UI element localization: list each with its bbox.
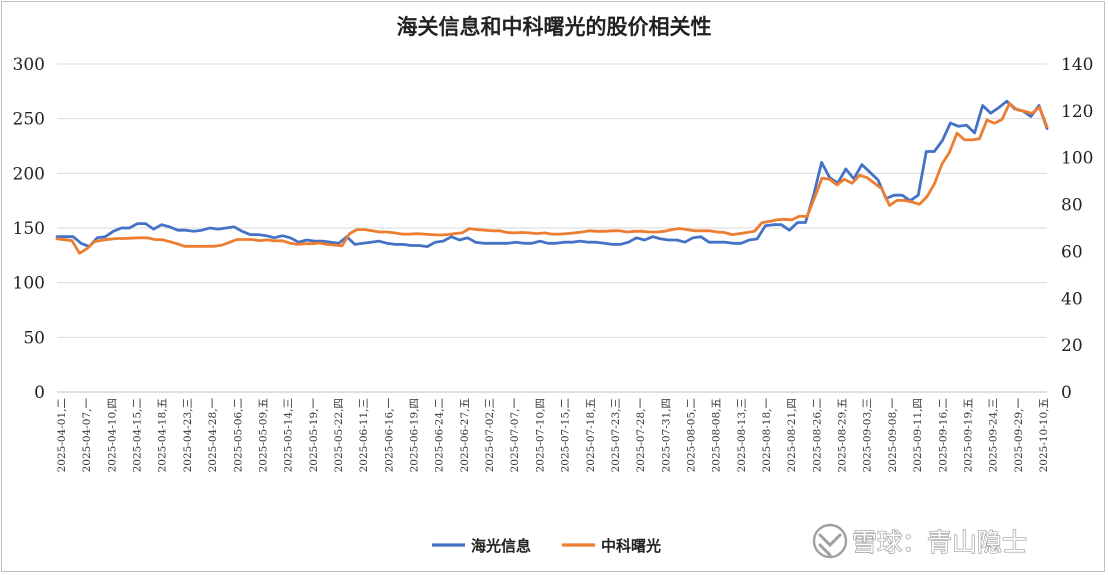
x-tick-label: 2025-07-31,四 <box>660 398 672 472</box>
x-tick-label: 2025-04-28,一 <box>207 398 219 473</box>
x-tick-label: 2025-07-10,四 <box>534 398 546 472</box>
x-tick-label: 2025-06-19,四 <box>409 398 421 472</box>
x-tick-label: 2025-05-22,四 <box>333 398 345 472</box>
legend[interactable]: 海光信息 中科曙光 <box>432 537 661 555</box>
y-right-tick-label: 120 <box>1061 102 1093 122</box>
x-tick-label: 2025-08-26,二 <box>811 398 823 472</box>
series-line-sugon <box>55 102 1049 255</box>
y-right-tick-label: 100 <box>1061 149 1093 169</box>
y-left-tick-label: 50 <box>23 328 45 348</box>
x-tick-label: 2025-09-29,一 <box>1013 398 1025 473</box>
x-tick-label: 2025-06-16,一 <box>383 398 395 473</box>
x-tick-label: 2025-04-01,二 <box>56 398 68 472</box>
y-left-tick-label: 250 <box>13 110 45 130</box>
legend-item-hygon[interactable]: 海光信息 <box>432 537 531 555</box>
y-left-tick-label: 200 <box>13 164 45 184</box>
x-tick-label: 2025-05-09,五 <box>257 398 269 472</box>
y-right-tick-label: 140 <box>1061 55 1093 75</box>
x-tick-label: 2025-05-19,一 <box>308 398 320 473</box>
x-tick-label: 2025-04-23,三 <box>182 398 194 472</box>
y-axis-right: 0 20 40 60 80 100 120 140 <box>1061 55 1093 403</box>
y-right-tick-label: 60 <box>1061 242 1083 262</box>
y-right-tick-label: 80 <box>1061 196 1083 216</box>
x-tick-label: 2025-07-02,三 <box>484 398 496 472</box>
x-tick-label: 2025-04-07,一 <box>81 398 93 473</box>
x-tick-label: 2025-07-28,一 <box>635 398 647 473</box>
y-right-tick-label: 20 <box>1061 336 1083 356</box>
y-left-tick-label: 0 <box>34 383 45 403</box>
x-tick-label: 2025-08-18,一 <box>761 398 773 473</box>
x-tick-label: 2025-10-10,五 <box>1038 398 1050 472</box>
x-tick-label: 2025-08-13,三 <box>736 398 748 472</box>
y-right-tick-label: 0 <box>1061 383 1072 403</box>
watermark: 雪球：青山隐士 <box>812 523 1028 559</box>
watermark-text: 雪球：青山隐士 <box>852 528 1027 557</box>
legend-item-sugon[interactable]: 中科曙光 <box>562 537 661 555</box>
x-tick-label: 2025-08-05,二 <box>685 398 697 472</box>
x-tick-label: 2025-04-15,二 <box>132 398 144 472</box>
x-axis: 2025-04-01,二 2025-04-07,一 2025-04-10,四 2025… <box>56 391 1050 473</box>
x-tick-label: 2025-06-24,二 <box>434 398 446 472</box>
legend-label-sugon: 中科曙光 <box>601 537 661 555</box>
x-tick-label: 2025-09-11,四 <box>912 398 924 472</box>
snowball-logo-icon <box>812 523 848 559</box>
series-lines <box>55 99 1049 255</box>
x-tick-label: 2025-04-18,五 <box>157 398 169 472</box>
x-tick-label: 2025-05-14,三 <box>283 398 295 472</box>
series-line-hygon <box>55 99 1049 249</box>
y-right-tick-label: 40 <box>1061 289 1083 309</box>
x-tick-label: 2025-08-29,五 <box>837 398 849 472</box>
y-left-tick-label: 300 <box>13 55 45 75</box>
y-left-tick-label: 150 <box>13 219 45 239</box>
x-tick-label: 2025-07-23,三 <box>610 398 622 472</box>
x-tick-label: 2025-09-08,一 <box>887 398 899 473</box>
x-tick-label: 2025-07-15,二 <box>560 398 572 472</box>
y-axis-left: 0 50 100 150 200 250 300 <box>13 55 45 403</box>
legend-label-hygon: 海光信息 <box>471 537 531 555</box>
x-tick-label: 2025-09-24,三 <box>988 398 1000 472</box>
x-tick-label: 2025-06-11,三 <box>358 398 370 472</box>
x-tick-label: 2025-09-16,二 <box>937 398 949 472</box>
y-left-tick-label: 100 <box>13 274 45 294</box>
x-tick-label: 2025-08-08,五 <box>711 398 723 472</box>
x-tick-label: 2025-09-03,三 <box>862 398 874 472</box>
x-tick-label: 2025-04-10,四 <box>106 398 118 472</box>
x-tick-label: 2025-09-19,五 <box>962 398 974 472</box>
x-tick-label: 2025-07-07,一 <box>509 398 521 473</box>
chart-title: 海关信息和中科曙光的股价相关性 <box>397 14 712 39</box>
x-tick-label: 2025-08-21,四 <box>786 398 798 472</box>
x-tick-label: 2025-05-06,二 <box>232 398 244 472</box>
x-tick-label: 2025-07-18,五 <box>585 398 597 472</box>
x-tick-label: 2025-06-27,五 <box>459 398 471 472</box>
